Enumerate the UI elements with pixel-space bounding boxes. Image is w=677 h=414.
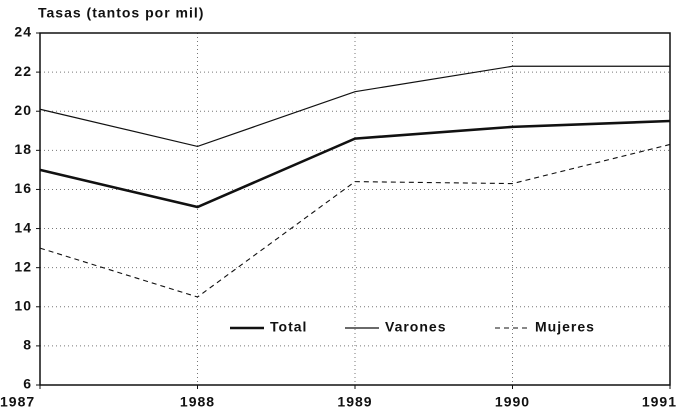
y-tick-label: 22 — [14, 63, 32, 79]
legend-label: Varones — [385, 319, 446, 335]
data-line — [39, 65, 670, 148]
y-tick-label: 16 — [14, 180, 32, 196]
data-line — [39, 119, 671, 209]
y-tick-label: 12 — [14, 258, 32, 274]
y-tick-label: 10 — [14, 297, 32, 313]
y-axis-label: Tasas (tantos por mil) — [38, 5, 204, 21]
x-tick-label: 1991 — [642, 394, 677, 410]
x-tick-label: 1988 — [180, 394, 215, 410]
y-tick-label: 6 — [23, 376, 32, 392]
plot-frame — [39, 32, 671, 386]
x-tick-label: 1990 — [495, 394, 530, 410]
y-tick-label: 8 — [23, 337, 32, 353]
x-tick-label: 1989 — [337, 394, 372, 410]
y-tick-label: 14 — [14, 219, 32, 235]
y-tick-label: 20 — [14, 102, 32, 118]
legend-label: Total — [270, 319, 307, 335]
y-tick-label: 24 — [14, 24, 32, 40]
legend-label: Mujeres — [535, 319, 595, 335]
x-tick-label: 1987 — [0, 394, 35, 410]
data-line — [39, 143, 671, 298]
y-tick-label: 18 — [14, 141, 32, 157]
